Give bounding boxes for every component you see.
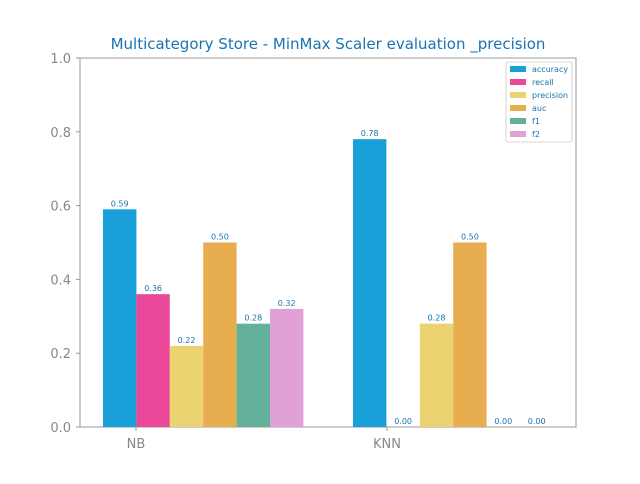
legend-swatch-f1 [510,118,526,124]
legend-swatch-recall [510,79,526,85]
bar-value-label: 0.28 [428,314,446,323]
legend-label-f1: f1 [532,117,540,126]
bar-precision [419,323,454,427]
bar-value-label: 0.00 [394,417,412,426]
bar-value-label: 0.00 [528,417,546,426]
x-tick-label: NB [127,437,146,452]
bar-value-label: 0.32 [278,299,296,308]
legend-label-recall: recall [532,78,554,87]
bar-accuracy [103,209,137,427]
bar-accuracy [353,139,387,427]
chart-title: Multicategory Store - MinMax Scaler eval… [111,35,546,54]
bar-f2 [270,308,304,427]
bar-precision [169,345,204,427]
legend-label-precision: precision [532,91,568,100]
x-tick-label: KNN [373,437,401,452]
plot-area: 0.0 0.2 0.4 0.6 0.8 1.0 NB 0.59 0.36 0.22 0.50 0.28… [50,52,577,452]
legend-label-auc: auc [532,104,546,113]
bar-recall [136,294,170,427]
legend-swatch-accuracy [510,66,526,72]
bar-value-label: 0.36 [144,284,162,293]
bar-auc [453,242,487,427]
y-tick-label: 0.8 [50,126,71,141]
legend-label-accuracy: accuracy [532,65,568,74]
legend: accuracy recall precision auc f1 f2 [505,61,573,143]
bar-value-label: 0.00 [494,417,512,426]
bar-auc [203,242,237,427]
bar-value-label: 0.50 [211,233,229,242]
y-tick-label: 1.0 [50,52,71,67]
bar-value-label: 0.28 [244,314,262,323]
legend-swatch-f2 [510,131,526,137]
y-tick-label: 0.2 [50,347,71,362]
plot-frame [79,57,577,428]
legend-swatch-auc [510,105,526,111]
y-tick-label: 0.0 [50,421,71,436]
y-tick-label: 0.4 [50,273,71,288]
legend-label-f2: f2 [532,130,540,139]
y-tick-label: 0.6 [50,200,71,215]
bar-value-label: 0.50 [461,233,479,242]
bar-value-label: 0.22 [178,336,196,345]
bar-f1 [236,323,270,427]
legend-swatch-precision [510,92,526,98]
bar-value-label: 0.78 [361,129,379,138]
bar-value-label: 0.59 [111,199,129,208]
